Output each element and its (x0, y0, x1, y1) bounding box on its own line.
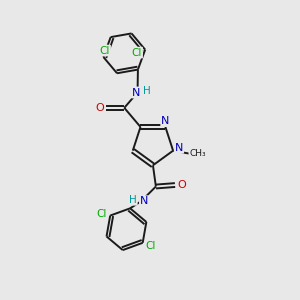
Text: N: N (132, 88, 140, 98)
Text: O: O (95, 103, 104, 113)
Text: Cl: Cl (132, 48, 142, 58)
Text: CH₃: CH₃ (189, 149, 206, 158)
Text: H: H (143, 86, 151, 96)
Text: Cl: Cl (96, 209, 106, 219)
Text: Cl: Cl (100, 46, 110, 56)
Text: N: N (175, 143, 183, 153)
Text: N: N (140, 196, 148, 206)
Text: Cl: Cl (146, 241, 156, 251)
Text: N: N (161, 116, 170, 126)
Text: O: O (177, 180, 186, 190)
Text: H: H (129, 195, 137, 205)
